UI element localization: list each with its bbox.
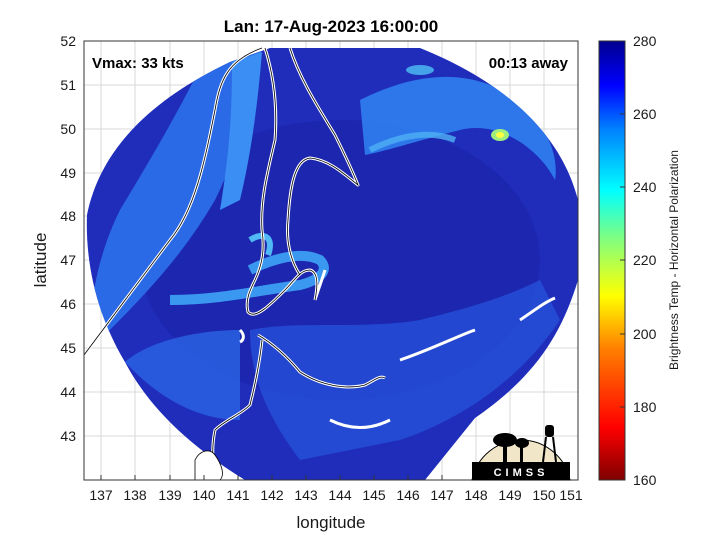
plot-frame [83, 40, 579, 481]
y-tick-label: 45 [60, 340, 76, 356]
colorbar-label: Brightness Temp - Horizontal Polarizatio… [667, 150, 681, 370]
vmax-annotation: Vmax: 33 kts [92, 55, 184, 72]
y-axis-label: latitude [31, 233, 50, 288]
colorbar-tick-label: 280 [633, 33, 657, 49]
y-tick-label: 49 [60, 165, 76, 181]
coastlines-black [83, 47, 386, 471]
colorbar-tick-label: 260 [633, 106, 657, 122]
x-tick-label: 146 [396, 487, 420, 503]
x-tick-label: 144 [328, 487, 352, 503]
cimss-logo: CIMSS [471, 425, 571, 481]
y-tick-label: 50 [60, 121, 76, 137]
y-tick-label: 44 [60, 384, 76, 400]
y-tick-label: 51 [60, 77, 76, 93]
y-tick-label: 46 [60, 296, 76, 312]
y-tick-label: 48 [60, 208, 76, 224]
x-tick-label: 138 [123, 487, 147, 503]
x-tick-label: 140 [192, 487, 216, 503]
colorbar-tick-label: 180 [633, 399, 657, 415]
x-tick-label: 143 [294, 487, 318, 503]
colorbar-ticks [620, 113, 625, 408]
colorbar-tick-label: 240 [633, 179, 657, 195]
cimss-logo-text: CIMSS [494, 467, 549, 479]
x-tick-label: 142 [260, 487, 284, 503]
x-tick-label: 141 [226, 487, 250, 503]
chart-title: Lan: 17-Aug-2023 16:00:00 [224, 17, 438, 36]
y-tick-label: 52 [60, 33, 76, 49]
x-tick-label: 145 [362, 487, 386, 503]
y-tick-label: 43 [60, 428, 76, 444]
x-tick-label: 150 [532, 487, 556, 503]
y-tick-label: 47 [60, 252, 76, 268]
x-tick-label: 139 [158, 487, 182, 503]
x-tick-label: 137 [89, 487, 113, 503]
x-tick-label: 149 [498, 487, 522, 503]
x-tick-label: 148 [464, 487, 488, 503]
time-offset-annotation: 00:13 away [489, 55, 569, 72]
hokkaido-outline-outside [194, 450, 223, 481]
x-tick-label: 151 [559, 487, 583, 503]
colorbar-tick-label: 220 [633, 252, 657, 268]
x-tick-label: 147 [430, 487, 454, 503]
colorbar-tick-label: 200 [633, 326, 657, 342]
colorbar-tick-label: 160 [633, 472, 657, 488]
x-axis-label: longitude [296, 513, 365, 532]
